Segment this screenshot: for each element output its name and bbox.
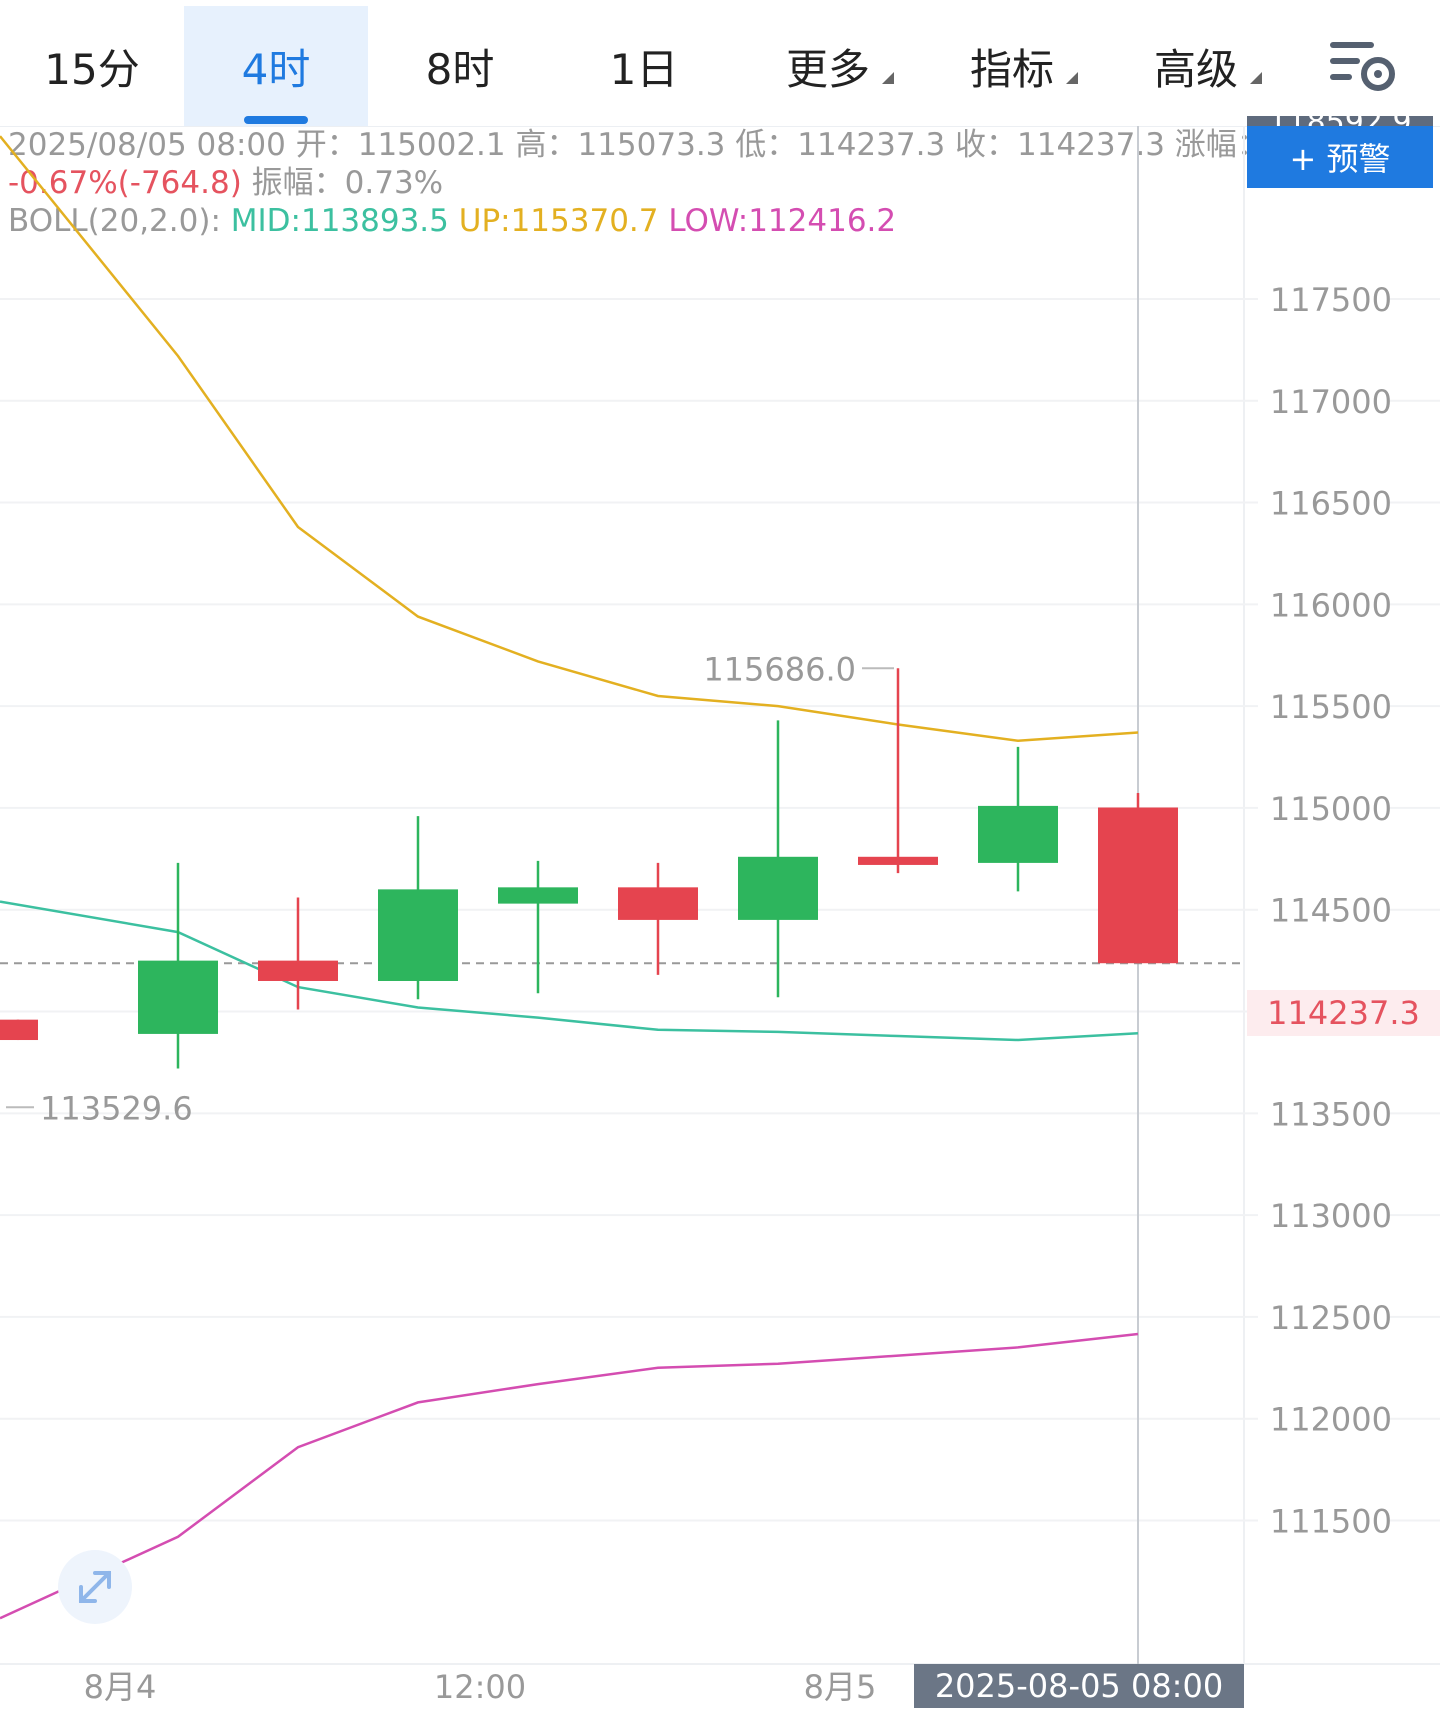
y-tick-label: 116000 — [1270, 586, 1392, 624]
y-tick-label: 117000 — [1270, 383, 1392, 421]
x-tick-label: 8月4 — [84, 1668, 157, 1706]
boll-low: LOW:112416.2 — [668, 203, 897, 239]
candle-body — [258, 960, 338, 981]
tab-label: 指标 — [969, 44, 1054, 94]
tab-label: 4时 — [241, 44, 311, 94]
dropdown-indicator-icon — [1250, 72, 1262, 84]
candle-body — [738, 856, 818, 920]
dropdown-indicator-icon — [1066, 72, 1078, 84]
ohlc-line: 2025/08/05 08:00 开：115002.1 高：115073.3 低… — [8, 127, 1268, 163]
boll-label: BOLL(20,2.0): — [8, 203, 221, 239]
candle-body — [0, 1019, 38, 1041]
tab-label: 15分 — [44, 44, 140, 94]
chart-settings-icon[interactable] — [1330, 40, 1400, 100]
tab-6[interactable]: 高级 — [1104, 6, 1288, 126]
candle-body — [1098, 807, 1178, 964]
active-tab-underline — [244, 116, 308, 124]
candle-body — [378, 889, 458, 981]
tab-0[interactable]: 15分 — [0, 6, 184, 126]
candle-body — [858, 856, 938, 865]
max-annotation-label: 115686.0 — [703, 650, 856, 688]
y-tick-label: 117500 — [1270, 281, 1392, 319]
change-line: -0.67%(-764.8) 振幅：0.73% — [8, 164, 1268, 202]
tab-1[interactable]: 4时 — [184, 6, 368, 126]
y-tick-label: 113500 — [1270, 1095, 1392, 1133]
tab-label: 更多 — [785, 44, 870, 94]
tab-3[interactable]: 1日 — [552, 6, 736, 126]
tab-5[interactable]: 指标 — [920, 6, 1104, 126]
amplitude-value: 振幅：0.73% — [251, 165, 444, 201]
x-tick-label: 12:00 — [434, 1668, 526, 1706]
crosshair-time-tag: 2025-08-05 08:00 — [914, 1664, 1244, 1708]
y-tick-label: 112500 — [1270, 1299, 1392, 1337]
y-tick-label: 111500 — [1270, 1503, 1392, 1541]
alert-button[interactable]: + 预警 — [1247, 126, 1433, 188]
y-tick-label: 112000 — [1270, 1401, 1392, 1439]
tab-4[interactable]: 更多 — [736, 6, 920, 126]
boll-line: BOLL(20,2.0): MID:113893.5 UP:115370.7 L… — [8, 202, 1268, 240]
y-tick-label: 113000 — [1270, 1197, 1392, 1235]
tab-2[interactable]: 8时 — [368, 6, 552, 126]
tab-label: 高级 — [1153, 44, 1238, 94]
boll-up-line — [0, 135, 1139, 743]
boll-mid-line — [0, 900, 1139, 1042]
y-tick-label: 115500 — [1270, 688, 1392, 726]
tab-label: 8时 — [425, 44, 495, 94]
timeframe-tabs: 15分 4时 8时 1日 更多 指标 高级 — [0, 0, 1440, 127]
ohlc-info-panel: 2025/08/05 08:00 开：115002.1 高：115073.3 低… — [8, 126, 1268, 240]
boll-up: UP:115370.7 — [458, 203, 659, 239]
current-price-tag: 114237.3 — [1247, 990, 1440, 1036]
boll-low-line — [0, 1332, 1139, 1620]
expand-icon[interactable] — [58, 1550, 132, 1624]
candle-body — [618, 887, 698, 920]
dropdown-indicator-icon — [882, 72, 894, 84]
min-annotation-label: 113529.6 — [40, 1089, 193, 1127]
y-tick-label: 116500 — [1270, 485, 1392, 523]
y-tick-label: 114500 — [1270, 892, 1392, 930]
candle-body — [138, 960, 218, 1034]
y-tick-label: 115000 — [1270, 790, 1392, 828]
x-tick-label: 8月5 — [804, 1668, 877, 1706]
candle-body — [498, 887, 578, 904]
tab-label: 1日 — [609, 44, 679, 94]
boll-mid: MID:113893.5 — [230, 203, 449, 239]
candle-body — [978, 805, 1058, 863]
